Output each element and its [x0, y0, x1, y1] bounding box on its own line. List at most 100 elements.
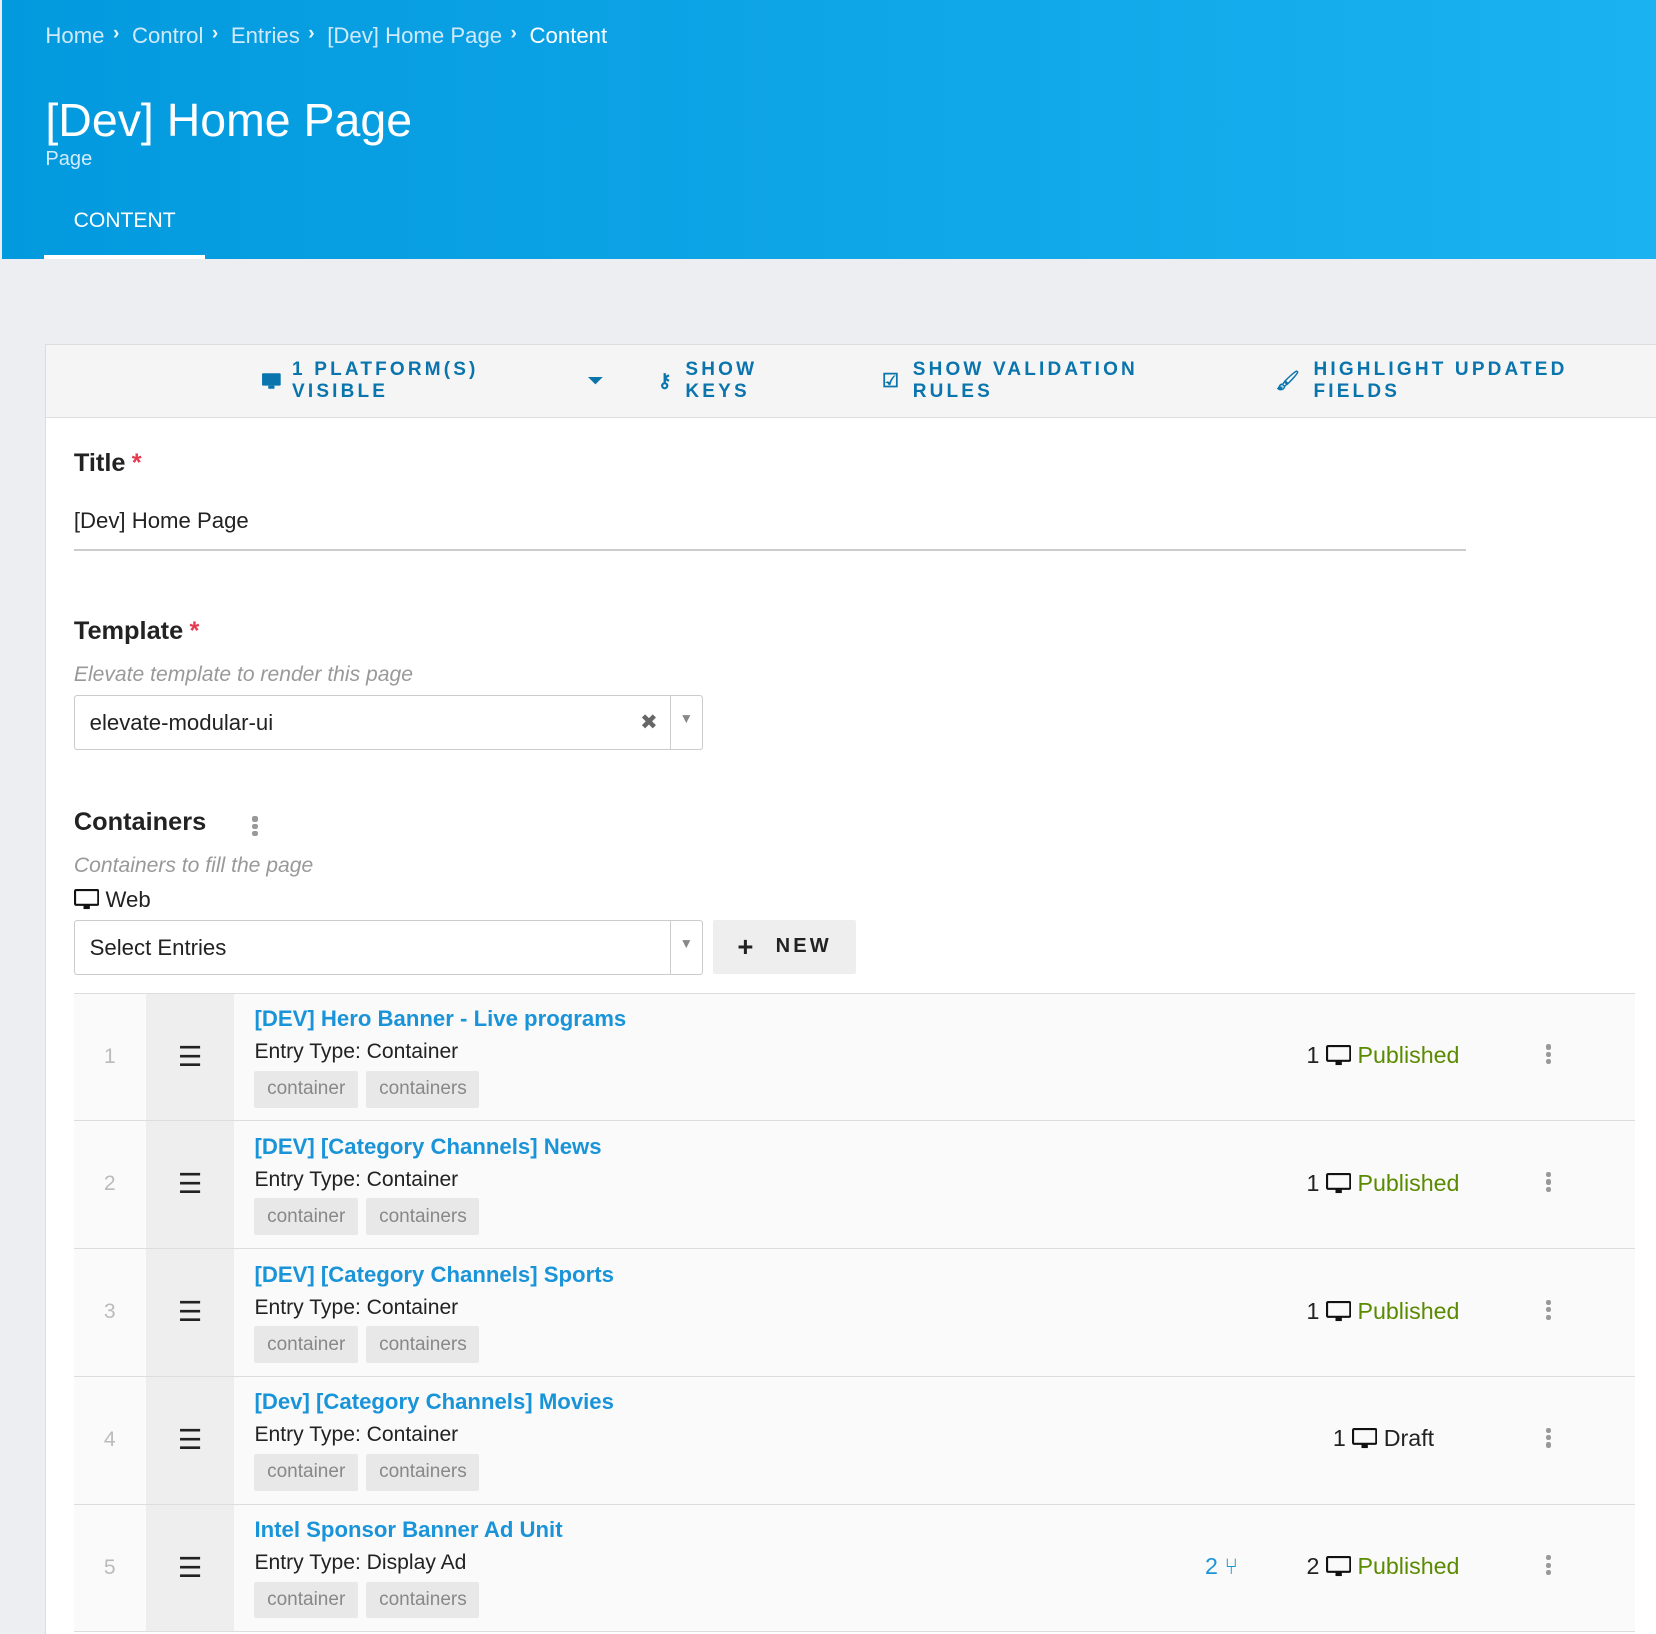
highlight-updated-button[interactable]: 🖌 HIGHLIGHT UPDATED FIELDS: [1276, 359, 1656, 403]
dropdown-arrow-icon[interactable]: ▼: [669, 695, 703, 749]
label-text: Title: [73, 448, 126, 477]
chevron-right-icon: ›: [112, 23, 120, 45]
new-entry-button[interactable]: + NEW: [712, 919, 857, 974]
entry-index: 3: [103, 1300, 116, 1324]
drag-handle-icon[interactable]: ☰: [145, 1121, 235, 1249]
breadcrumb-entry[interactable]: [Dev] Home Page: [327, 23, 503, 49]
entry-status: 1 Published: [1307, 1170, 1460, 1197]
monitor-icon: [1325, 1172, 1352, 1193]
tab-label: CONTENT: [73, 209, 176, 233]
entry-type: Entry Type: Container: [254, 1167, 459, 1191]
select-entries[interactable]: Select Entries ▼: [73, 919, 704, 975]
chevron-right-icon: ›: [510, 23, 517, 45]
chevron-right-icon: ›: [211, 23, 219, 45]
page-subtitle: Page: [45, 147, 93, 170]
tag: container: [254, 1070, 358, 1108]
breadcrumb-control[interactable]: Control: [131, 23, 204, 49]
platform-count: 2: [1306, 1553, 1320, 1580]
clear-icon[interactable]: ✖: [640, 710, 658, 734]
status-badge: Published: [1357, 1553, 1460, 1580]
tag: container: [254, 1198, 358, 1236]
monitor-icon: [1325, 1045, 1352, 1066]
monitor-icon: [73, 889, 100, 910]
tag: container: [254, 1581, 358, 1619]
entries-list: 1 ☰ [DEV] Hero Banner - Live programs En…: [73, 992, 1635, 1633]
title-input[interactable]: [Dev] Home Page: [73, 507, 249, 533]
entry-link[interactable]: [Dev] [Category Channels] Movies: [254, 1389, 614, 1415]
monitor-icon: [261, 372, 281, 389]
more-options-icon[interactable]: [1546, 1044, 1552, 1066]
monitor-icon: [1352, 1428, 1378, 1449]
status-badge: Published: [1357, 1297, 1460, 1324]
show-validation-label: SHOW VALIDATION RULES: [912, 359, 1138, 403]
drag-handle-icon[interactable]: ☰: [145, 1504, 235, 1632]
entry-status: 1 Published: [1307, 1042, 1460, 1069]
status-badge: Published: [1357, 1169, 1460, 1196]
tag: containers: [366, 1453, 480, 1491]
status-badge: Published: [1357, 1042, 1460, 1069]
containers-menu-icon[interactable]: [252, 816, 258, 838]
platform-count: 1: [1332, 1425, 1346, 1452]
platform-count: 1: [1306, 1042, 1320, 1069]
page-title: [Dev] Home Page: [45, 93, 413, 146]
breadcrumb-entries[interactable]: Entries: [230, 23, 300, 49]
breadcrumb: Home › Control › Entries › [Dev] Home Page ›…: [45, 23, 607, 49]
page-header: Home › Control › Entries › [Dev] Home Page ›…: [2, 0, 1656, 259]
entry-link[interactable]: [DEV] [Category Channels] News: [254, 1134, 602, 1160]
branch-count: 2: [1204, 1553, 1218, 1580]
platform-count: 1: [1306, 1297, 1320, 1324]
show-validation-button[interactable]: ☑ SHOW VALIDATION RULES: [882, 359, 1221, 403]
content-card: 1 PLATFORM(S) VISIBLE ⚷ SHOW KEYS ☑ SHOW V…: [45, 344, 1656, 1634]
entry-link[interactable]: Intel Sponsor Banner Ad Unit: [254, 1517, 563, 1543]
tag-list: container containers: [254, 1198, 480, 1236]
input-underline: [73, 549, 1466, 552]
platforms-visible-button[interactable]: 1 PLATFORM(S) VISIBLE: [261, 359, 603, 403]
platform-name: Web: [105, 887, 151, 913]
entry-type: Entry Type: Container: [254, 1295, 459, 1319]
list-item: 4 ☰ [Dev] [Category Channels] Movies Ent…: [73, 1376, 1635, 1505]
more-options-icon[interactable]: [1546, 1427, 1552, 1450]
select-placeholder: Select Entries: [89, 934, 227, 960]
template-label: Template *: [74, 617, 200, 646]
tab-content[interactable]: CONTENT: [44, 190, 205, 259]
title-label: Title *: [74, 449, 142, 478]
drag-handle-icon[interactable]: ☰: [145, 1249, 235, 1376]
tag-list: container containers: [254, 1581, 480, 1619]
tag: container: [254, 1453, 358, 1491]
more-options-icon[interactable]: [1546, 1299, 1552, 1322]
entry-status: 1 Published: [1307, 1298, 1460, 1325]
list-item: 5 ☰ Intel Sponsor Banner Ad Unit Entry T…: [73, 1504, 1635, 1633]
tag-list: container containers: [254, 1453, 480, 1491]
required-marker: *: [189, 616, 200, 645]
entry-index: 4: [103, 1427, 116, 1451]
show-keys-label: SHOW KEYS: [685, 359, 758, 403]
highlight-label: HIGHLIGHT UPDATED FIELDS: [1313, 359, 1568, 403]
entry-index: 1: [103, 1044, 116, 1068]
drag-handle-icon[interactable]: ☰: [145, 1376, 235, 1504]
entry-type: Entry Type: Display Ad: [254, 1550, 467, 1574]
list-item: 3 ☰ [DEV] [Category Channels] Sports Ent…: [73, 1249, 1635, 1377]
status-badge: Draft: [1383, 1425, 1435, 1452]
more-options-icon[interactable]: [1546, 1555, 1552, 1577]
tag: container: [254, 1326, 358, 1363]
more-options-icon[interactable]: [1546, 1172, 1552, 1194]
template-select[interactable]: elevate-modular-ui ✖ ▼: [73, 694, 704, 750]
entry-link[interactable]: [DEV] [Category Channels] Sports: [254, 1261, 614, 1287]
tag-list: container containers: [254, 1070, 480, 1108]
branches-count[interactable]: 2 ⑂: [1205, 1553, 1238, 1580]
drag-handle-icon[interactable]: ☰: [145, 993, 235, 1121]
toolbar: 1 PLATFORM(S) VISIBLE ⚷ SHOW KEYS ☑ SHOW V…: [46, 345, 1656, 419]
label-text: Template: [73, 616, 184, 645]
entry-index: 2: [103, 1172, 116, 1196]
platform-count: 1: [1306, 1169, 1320, 1196]
entry-link[interactable]: [DEV] Hero Banner - Live programs: [254, 1006, 627, 1032]
show-keys-button[interactable]: ⚷ SHOW KEYS: [658, 359, 827, 403]
dropdown-arrow-icon[interactable]: ▼: [669, 920, 703, 974]
list-item: 2 ☰ [DEV] [Category Channels] News Entry…: [73, 1121, 1635, 1250]
plus-icon: +: [737, 930, 757, 962]
breadcrumb-home[interactable]: Home: [45, 23, 105, 49]
check-square-icon: ☑: [881, 370, 903, 392]
label-text: Containers: [73, 807, 207, 836]
entry-type: Entry Type: Container: [254, 1040, 459, 1064]
paintbrush-icon: 🖌: [1275, 371, 1303, 393]
